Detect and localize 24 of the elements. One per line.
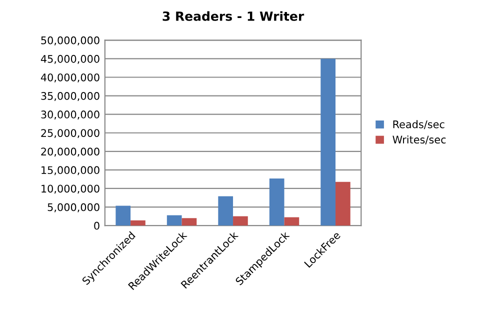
legend-label: Writes/sec	[392, 135, 446, 144]
bar	[233, 216, 248, 226]
y-tick-label: 50,000,000	[41, 36, 100, 46]
chart-title: 3 Readers - 1 Writer	[162, 11, 304, 21]
bar	[320, 58, 336, 226]
y-tick-label: 40,000,000	[40, 73, 100, 82]
bar	[130, 220, 146, 226]
y-tick-label: 25,000,000	[41, 129, 100, 138]
y-tick-label: 45,000,000	[40, 54, 100, 64]
bar	[182, 218, 197, 226]
y-tick-label: 15,000,000	[42, 166, 100, 176]
bar	[336, 182, 350, 226]
y-tick-label: 30,000,000	[41, 110, 100, 120]
legend-label: Reads/sec	[393, 120, 444, 130]
bar	[166, 215, 182, 226]
bar	[218, 196, 234, 226]
bar	[269, 178, 284, 226]
y-tick-label: 5,000,000	[48, 203, 100, 212]
y-tick-label: 35,000,000	[41, 92, 100, 101]
bar	[284, 217, 300, 226]
y-tick-label: 0	[94, 222, 100, 230]
y-tick-label: 10,000,000	[42, 184, 100, 194]
y-tick-label: 20,000,000	[41, 148, 100, 157]
bar	[116, 206, 131, 226]
